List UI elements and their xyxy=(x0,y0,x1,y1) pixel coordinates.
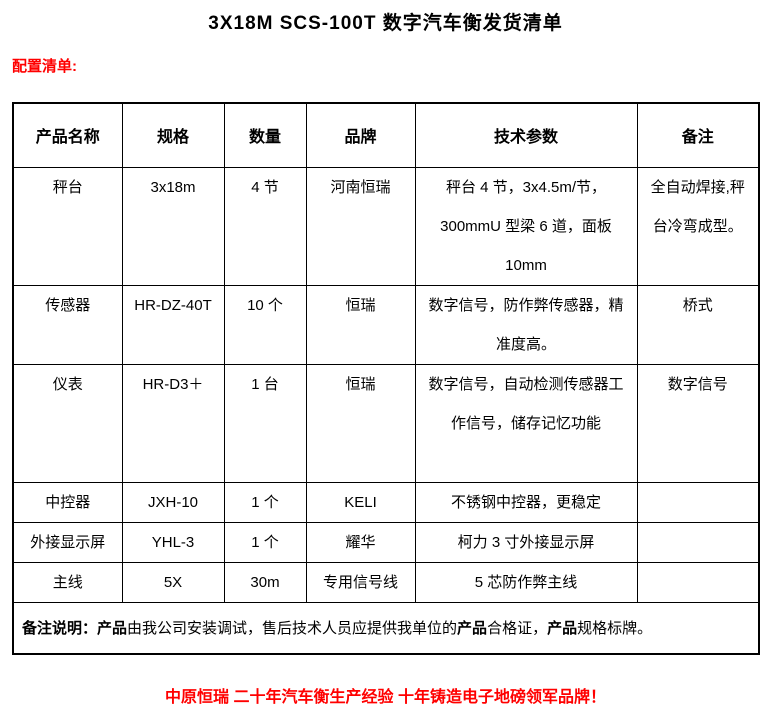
note-segment: 产品 xyxy=(457,620,488,638)
cell-remark xyxy=(636,481,760,523)
cell-remark: 数字信号 xyxy=(636,363,760,483)
cell-brand: 恒瑞 xyxy=(305,284,416,365)
col-header-tech-params: 技术参数 xyxy=(414,102,638,168)
cell-qty: 1 个 xyxy=(223,521,307,563)
cell-product-name: 主线 xyxy=(12,561,123,603)
table-header-row: 产品名称 规格 数量 品牌 技术参数 备注 xyxy=(12,102,760,168)
cell-spec: YHL-3 xyxy=(121,521,225,563)
cell-product-name: 仪表 xyxy=(12,363,123,483)
cell-product-name: 传感器 xyxy=(12,284,123,365)
note-segment: 产品 xyxy=(97,620,128,638)
cell-brand: 河南恒瑞 xyxy=(305,166,416,286)
cell-qty: 1 个 xyxy=(223,481,307,523)
note-row: 备注说明：产品由我公司安装调试，售后技术人员应提供我单位的产品合格证，产品规格标… xyxy=(12,601,760,655)
cell-brand: 恒瑞 xyxy=(305,363,416,483)
cell-spec: HR-DZ-40T xyxy=(121,284,225,365)
document-page: 3X18M SCS-100T 数字汽车衡发货清单 配置清单: 产品名称 规格 数… xyxy=(0,8,771,707)
section-label: 配置清单: xyxy=(12,58,77,75)
col-header-product-name: 产品名称 xyxy=(12,102,123,168)
table-row: 主线 5X 30m 专用信号线 5 芯防作弊主线 xyxy=(12,561,760,603)
cell-tech-params: 不锈钢中控器，更稳定 xyxy=(414,481,638,523)
cell-spec: 3x18m xyxy=(121,166,225,286)
note-text: 产品由我公司安装调试，售后技术人员应提供我单位的产品合格证，产品规格标牌。 xyxy=(97,620,652,637)
table-note-section: 备注说明：产品由我公司安装调试，售后技术人员应提供我单位的产品合格证，产品规格标… xyxy=(12,601,760,655)
table-row: 秤台 3x18m 4 节河南恒瑞 秤台 4 节，3x4.5m/节，300mmU 型梁 … xyxy=(12,166,760,286)
note-segment: 规格标牌。 xyxy=(577,620,653,638)
cell-product-name: 外接显示屏 xyxy=(12,521,123,563)
col-header-brand: 品牌 xyxy=(305,102,416,168)
cell-spec: HR-D3＋ xyxy=(121,363,225,483)
col-header-spec: 规格 xyxy=(121,102,225,168)
page-title: 3X18M SCS-100T 数字汽车衡发货清单 xyxy=(208,13,563,34)
col-header-qty: 数量 xyxy=(223,102,307,168)
cell-tech-params: 数字信号，自动检测传感器工作信号，储存记忆功能 xyxy=(414,363,638,483)
cell-qty: 4 节 xyxy=(223,166,307,286)
cell-brand: 专用信号线 xyxy=(305,561,416,603)
cell-tech-params: 数字信号，防作弊传感器，精准度高。 xyxy=(414,284,638,365)
cell-remark: 桥式 xyxy=(636,284,760,365)
cell-tech-params: 秤台 4 节，3x4.5m/节，300mmU 型梁 6 道，面板 10mm xyxy=(414,166,638,286)
cell-qty: 1 台 xyxy=(223,363,307,483)
cell-remark xyxy=(636,561,760,603)
cell-product-name: 秤台 xyxy=(12,166,123,286)
note-label: 备注说明： xyxy=(22,620,98,638)
cell-spec: JXH-10 xyxy=(121,481,225,523)
table-body: 秤台 3x18m 4 节河南恒瑞 秤台 4 节，3x4.5m/节，300mmU 型梁 … xyxy=(12,166,760,603)
note-segment: 产品 xyxy=(547,620,578,638)
shipping-list-table: 产品名称 规格 数量 品牌 技术参数 备注 秤台 3x18m 4 节河南恒瑞 秤台 4… xyxy=(12,102,760,655)
note-cell: 备注说明：产品由我公司安装调试，售后技术人员应提供我单位的产品合格证，产品规格标… xyxy=(12,601,760,655)
cell-tech-params: 5 芯防作弊主线 xyxy=(414,561,638,603)
note-segment: 合格证， xyxy=(487,620,548,638)
table-row: 外接显示屏 YHL-3 1 个耀华 柯力 3 寸外接显示屏 xyxy=(12,521,760,563)
cell-remark xyxy=(636,521,760,563)
cell-spec: 5X xyxy=(121,561,225,603)
cell-remark: 全自动焊接,秤台冷弯成型。 xyxy=(636,166,760,286)
cell-brand: 耀华 xyxy=(305,521,416,563)
note-segment: 由我公司安装调试，售后技术人员应提供我单位的 xyxy=(127,620,458,638)
table-row: 中控器 JXH-10 1 个 KELI 不锈钢中控器，更稳定 xyxy=(12,481,760,523)
cell-tech-params: 柯力 3 寸外接显示屏 xyxy=(414,521,638,563)
cell-qty: 10 个 xyxy=(223,284,307,365)
cell-product-name: 中控器 xyxy=(12,481,123,523)
table-row: 传感器 HR-DZ-40T 10 个恒瑞 数字信号，防作弊传感器，精准度高。 桥式 xyxy=(12,284,760,365)
cell-brand: KELI xyxy=(305,481,416,523)
footer-slogan: 中原恒瑞 二十年汽车衡生产经验 十年铸造电子地磅领军品牌！ xyxy=(165,689,606,706)
col-header-remark: 备注 xyxy=(636,102,760,168)
cell-qty: 30m xyxy=(223,561,307,603)
table-row: 仪表 HR-D3＋ 1 台恒瑞 数字信号，自动检测传感器工作信号，储存记忆功能 数字信号 xyxy=(12,363,760,483)
